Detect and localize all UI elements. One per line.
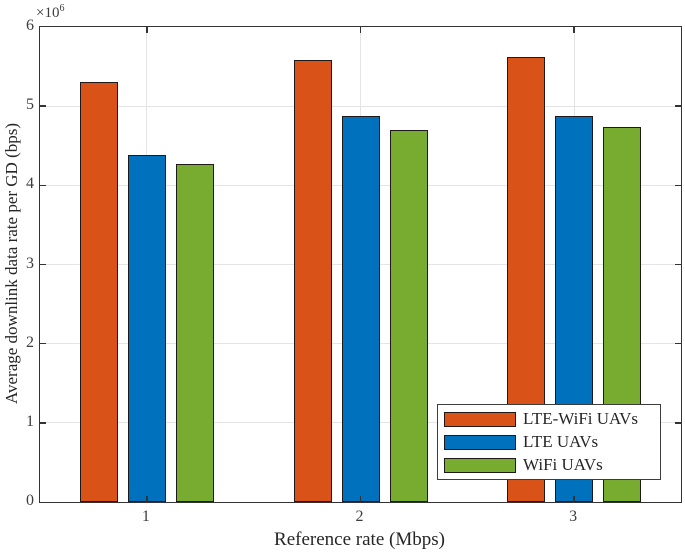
legend-swatch-wifi-uavs xyxy=(444,457,516,473)
offset-base: ×10 xyxy=(36,5,60,21)
bar-lte-wifi-uavs-2 xyxy=(293,60,332,502)
legend-swatch-lte-uavs xyxy=(444,434,516,450)
y-tick-label-1: 1 xyxy=(26,412,34,430)
legend-item-wifi-uavs: WiFi UAVs xyxy=(444,455,660,475)
y-tick-left xyxy=(40,105,46,107)
y-tick-left xyxy=(40,184,46,187)
y-tick-label-4: 4 xyxy=(26,175,34,193)
y-tick-label-0: 0 xyxy=(26,492,34,509)
y-tick-right xyxy=(675,422,681,424)
y-tick-left xyxy=(40,263,46,266)
y-tick-right xyxy=(675,342,681,345)
legend-item-lte-uavs: LTE UAVs xyxy=(444,432,660,452)
y-tick-right xyxy=(675,184,681,187)
y-tick-left xyxy=(40,422,46,424)
x-tick-top xyxy=(359,27,362,33)
legend-swatch-lte-wifi-uavs xyxy=(444,411,516,427)
x-axis-label: Reference rate (Mbps) xyxy=(274,529,445,550)
y-tick-label-5: 5 xyxy=(26,96,34,114)
legend-label-wifi-uavs: WiFi UAVs xyxy=(523,455,603,474)
legend: LTE-WiFi UAVs LTE UAVs WiFi UAVs xyxy=(437,404,661,480)
x-tick-bottom xyxy=(359,496,362,502)
bar-lte-wifi-uavs-1 xyxy=(79,81,118,502)
bar-wifi-uavs-1 xyxy=(175,163,214,502)
legend-label-lte-wifi-uavs: LTE-WiFi UAVs xyxy=(523,409,639,428)
legend-item-lte-wifi-uavs: LTE-WiFi UAVs xyxy=(444,409,660,429)
bar-wifi-uavs-2 xyxy=(389,129,428,502)
y-axis-offset-label: ×106 xyxy=(36,3,64,22)
x-tick-top xyxy=(573,27,575,33)
x-tick-bottom xyxy=(573,496,575,502)
bar-lte-uavs-2 xyxy=(341,116,380,502)
y-tick-right xyxy=(675,263,681,266)
bar-lte-uavs-1 xyxy=(127,155,166,502)
y-tick-label-6: 6 xyxy=(26,17,34,34)
x-tick-label-3: 3 xyxy=(569,508,578,525)
legend-label-lte-uavs: LTE UAVs xyxy=(523,432,599,451)
x-tick-label-2: 2 xyxy=(355,508,364,525)
x-tick-top xyxy=(146,27,148,33)
x-tick-bottom xyxy=(146,496,148,502)
y-tick-right xyxy=(675,105,681,107)
plot-area: LTE-WiFi UAVs LTE UAVs WiFi UAVs xyxy=(39,26,682,503)
y-tick-left xyxy=(40,342,46,345)
y-tick-label-3: 3 xyxy=(26,254,34,272)
x-tick-label-1: 1 xyxy=(141,508,150,525)
offset-exponent: 6 xyxy=(59,3,65,14)
y-tick-label-2: 2 xyxy=(26,333,34,351)
